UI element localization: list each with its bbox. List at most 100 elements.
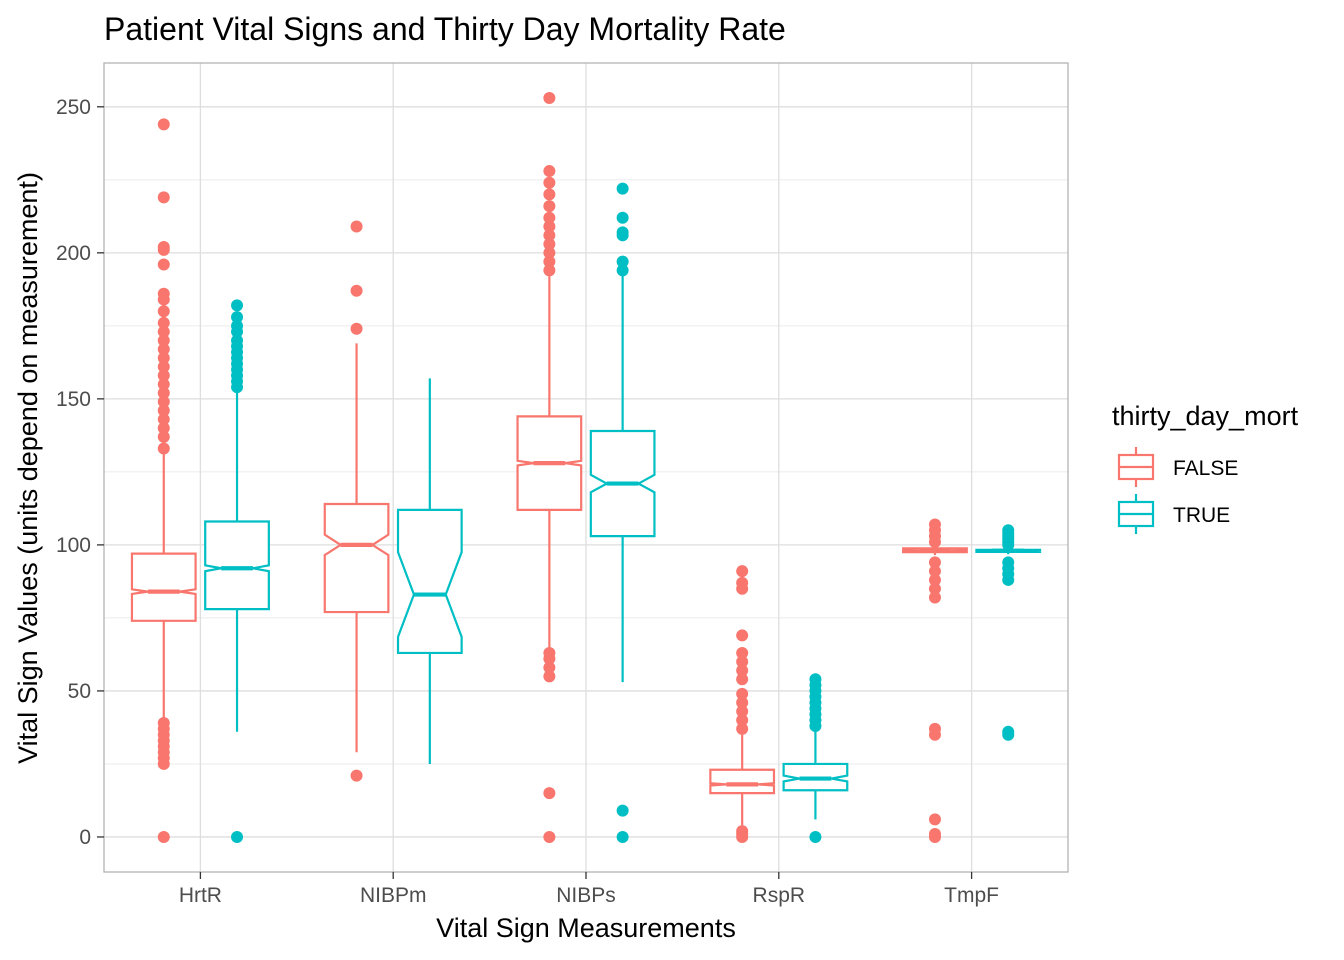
outlier-point bbox=[1002, 556, 1015, 569]
legend: thirty_day_mort FALSE TRUE bbox=[1112, 401, 1299, 534]
outlier-point bbox=[350, 322, 363, 335]
plot-area: 0 50 100 150 200 250 HrtR NIBPm NIBPs RspR TmpF bbox=[56, 62, 1069, 907]
outlier-point bbox=[157, 287, 170, 300]
outlier-point bbox=[928, 813, 941, 826]
outlier-point bbox=[928, 556, 941, 569]
outlier-point bbox=[157, 369, 170, 382]
outlier-point bbox=[157, 387, 170, 400]
outlier-point bbox=[543, 264, 556, 277]
outlier-point bbox=[157, 325, 170, 338]
notched-box bbox=[709, 768, 776, 795]
outlier-point bbox=[616, 830, 629, 843]
outlier-point bbox=[157, 395, 170, 408]
outlier-point bbox=[157, 360, 170, 373]
outlier-point bbox=[157, 717, 170, 730]
outlier-point bbox=[157, 334, 170, 347]
y-tick-label: 200 bbox=[56, 242, 91, 265]
outlier-point bbox=[928, 565, 941, 578]
x-axis-title: Vital Sign Measurements bbox=[436, 913, 736, 943]
outlier-point bbox=[231, 299, 244, 312]
outlier-point bbox=[809, 830, 822, 843]
outlier-point bbox=[543, 238, 556, 251]
box-rspr-false bbox=[709, 565, 776, 843]
outlier-point bbox=[157, 378, 170, 391]
outlier-point bbox=[157, 413, 170, 426]
outlier-point bbox=[157, 258, 170, 271]
box-hrtr-true bbox=[204, 299, 270, 843]
outlier-point bbox=[928, 722, 941, 735]
outlier-point bbox=[736, 673, 749, 686]
box-hrtr-false bbox=[130, 118, 197, 843]
box-rspr-true bbox=[782, 673, 849, 843]
outlier-point bbox=[157, 430, 170, 443]
outlier-point bbox=[157, 830, 170, 843]
box-tmpf-false bbox=[902, 518, 968, 843]
outlier-point bbox=[157, 118, 170, 131]
outlier-point bbox=[736, 687, 749, 700]
notched-box bbox=[396, 508, 463, 655]
outlier-point bbox=[543, 92, 556, 105]
legend-label-false: FALSE bbox=[1173, 457, 1238, 480]
outlier-point bbox=[543, 670, 556, 683]
legend-title: thirty_day_mort bbox=[1112, 401, 1299, 431]
chart-title: Patient Vital Signs and Thirty Day Morta… bbox=[104, 11, 786, 47]
legend-label-true: TRUE bbox=[1173, 504, 1230, 527]
outlier-point bbox=[616, 182, 629, 195]
outlier-point bbox=[543, 176, 556, 189]
y-tick-label: 0 bbox=[79, 826, 91, 849]
outlier-point bbox=[543, 229, 556, 242]
outlier-point bbox=[736, 646, 749, 659]
outlier-point bbox=[543, 255, 556, 268]
outlier-point bbox=[231, 830, 244, 843]
outlier-point bbox=[616, 255, 629, 268]
outlier-point bbox=[157, 343, 170, 356]
outlier-point bbox=[543, 220, 556, 233]
outlier-point bbox=[543, 165, 556, 178]
outlier-point bbox=[543, 211, 556, 224]
y-tick-label: 250 bbox=[56, 96, 91, 119]
box-tmpf-true bbox=[975, 524, 1042, 741]
outlier-point bbox=[543, 246, 556, 259]
outlier-point bbox=[543, 661, 556, 674]
outlier-point bbox=[616, 226, 629, 239]
legend-key-false bbox=[1117, 447, 1155, 487]
outlier-point bbox=[231, 319, 244, 332]
x-tick-label-tmpf: TmpF bbox=[944, 884, 999, 907]
x-tick-label-nibps: NIBPs bbox=[556, 884, 616, 907]
outlier-point bbox=[157, 422, 170, 435]
outlier-point bbox=[809, 673, 822, 686]
outlier-point bbox=[736, 714, 749, 727]
y-tick-label: 150 bbox=[56, 388, 91, 411]
outlier-point bbox=[928, 828, 941, 841]
outlier-point bbox=[736, 565, 749, 578]
outlier-point bbox=[350, 220, 363, 233]
notched-box bbox=[130, 552, 197, 622]
outlier-point bbox=[543, 830, 556, 843]
outlier-point bbox=[231, 334, 244, 347]
outlier-point bbox=[1002, 524, 1015, 537]
outlier-point bbox=[157, 191, 170, 204]
legend-key-true bbox=[1117, 494, 1155, 534]
notched-box bbox=[323, 502, 390, 614]
outlier-point bbox=[736, 629, 749, 642]
box-nibpm-true bbox=[396, 378, 463, 764]
outlier-point bbox=[350, 284, 363, 297]
x-tick-label-nibpm: NIBPm bbox=[360, 884, 427, 907]
outlier-point bbox=[616, 804, 629, 817]
outlier-point bbox=[736, 722, 749, 735]
outlier-point bbox=[928, 582, 941, 595]
outlier-point bbox=[736, 705, 749, 718]
outlier-point bbox=[736, 825, 749, 838]
outlier-point bbox=[1002, 725, 1015, 738]
x-tick-label-rspr: RspR bbox=[753, 884, 806, 907]
notched-box bbox=[204, 520, 270, 611]
outlier-point bbox=[928, 518, 941, 531]
outlier-point bbox=[543, 188, 556, 201]
box-nibps-true bbox=[589, 182, 656, 843]
outlier-point bbox=[928, 573, 941, 586]
y-axis-title: Vital Sign Values (units depend on measu… bbox=[13, 172, 43, 764]
outlier-point bbox=[157, 404, 170, 417]
y-tick-label: 100 bbox=[56, 534, 91, 557]
outlier-point bbox=[736, 664, 749, 677]
